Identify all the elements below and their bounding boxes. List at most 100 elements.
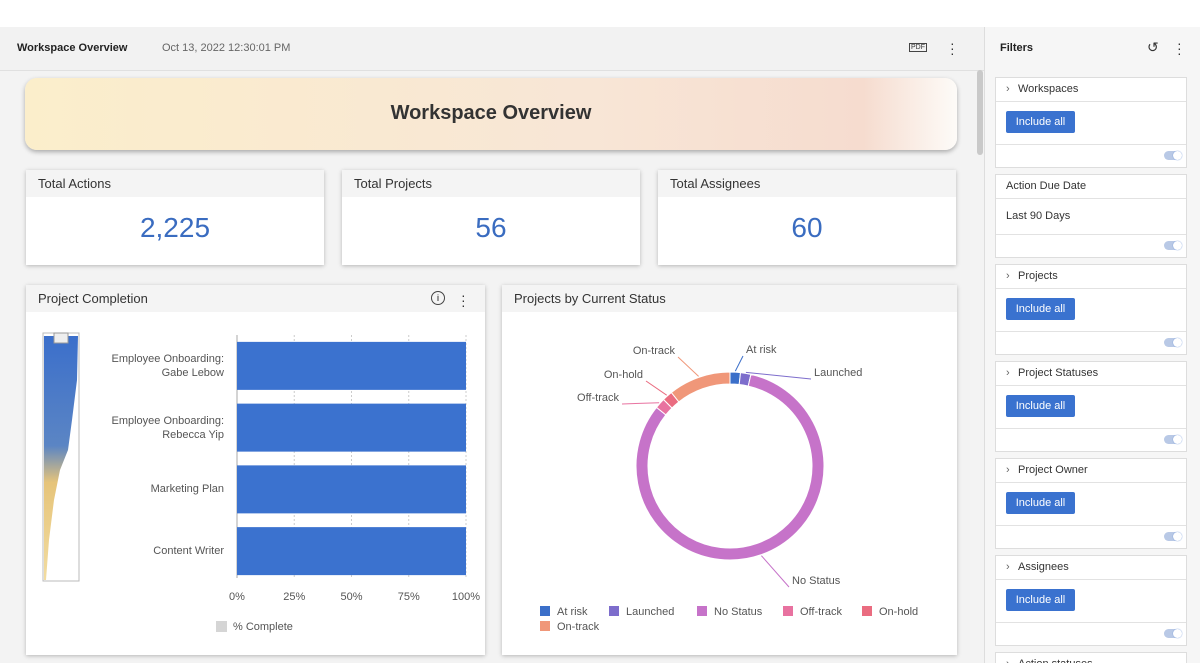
category-label: Employee Onboarding: Rebecca Yip [111, 414, 224, 441]
legend-swatch [216, 621, 227, 632]
card-menu[interactable]: · · · [461, 287, 466, 313]
leader-line [745, 371, 812, 380]
leader-line [677, 356, 699, 377]
filter-header[interactable]: Action Due Date [996, 175, 1186, 199]
toggle[interactable] [1164, 435, 1182, 444]
filter-section: › Projects Include all [995, 264, 1187, 355]
chevron: › [1006, 83, 1010, 95]
chevron: › [1006, 464, 1010, 476]
filter-header[interactable]: ›Action statuses [996, 653, 1186, 663]
legend-swatch [609, 606, 619, 616]
mini-preview [44, 336, 78, 580]
filter-section: ›Action statuses [995, 652, 1187, 663]
legend-swatch [540, 606, 550, 616]
chevron: › [1006, 367, 1010, 379]
filter-label: Projects [1018, 270, 1058, 282]
filter-label: Project Owner [1018, 464, 1088, 476]
filter-header[interactable]: › Assignees [996, 556, 1186, 580]
chevron: › [1006, 270, 1010, 282]
kpi-value: 60 [791, 212, 823, 243]
card-title: Projects by Current Status [502, 285, 957, 312]
slice-label: At risk [746, 344, 777, 356]
chevron: › [1006, 561, 1010, 573]
filter-footer [996, 234, 1186, 257]
slice-label: Off-track [577, 392, 619, 404]
category-label: Employee Onboarding: Gabe Lebow [111, 352, 224, 379]
x-tick-label: 100% [452, 591, 480, 603]
include-all-button[interactable]: Include all [1006, 589, 1075, 611]
leader-line [734, 355, 744, 372]
filter-footer [996, 622, 1186, 645]
filter-footer [996, 331, 1186, 354]
filter-label: Assignees [1018, 561, 1069, 573]
filter-value: Last 90 Days [1006, 210, 1071, 222]
header-menu[interactable]: · · · [950, 35, 955, 61]
x-tick-label: 50% [340, 591, 362, 603]
filter-footer [996, 144, 1186, 167]
x-tick-label: 75% [398, 591, 420, 603]
filter-label: Workspaces [1018, 83, 1079, 95]
filter-header[interactable]: › Project Owner [996, 459, 1186, 483]
slice-label: On-hold [604, 369, 643, 381]
banner: Workspace Overview [25, 78, 957, 150]
slice-label: No Status [792, 575, 841, 587]
filter-section: Action Due Date Last 90 Days [995, 174, 1187, 258]
filter-label: Project Statuses [1018, 367, 1099, 379]
kpi-label: Total Actions [26, 170, 324, 197]
filter-section: › Project Owner Include all [995, 458, 1187, 549]
legend-label: On-track [557, 621, 600, 633]
filter-header[interactable]: › Project Statuses [996, 362, 1186, 386]
kpi-card: Total Assignees 60 [658, 170, 956, 265]
kpi-card: Total Actions 2,225 [26, 170, 324, 265]
kpi-label: Total Assignees [658, 170, 956, 197]
x-tick-label: 0% [229, 591, 245, 603]
timestamp: Oct 13, 2022 12:30:01 PM [162, 42, 291, 54]
legend-swatch [540, 621, 550, 631]
slice-label: Launched [814, 367, 862, 379]
x-tick-label: 25% [283, 591, 305, 603]
filter-header[interactable]: › Workspaces [996, 78, 1186, 102]
banner-title: Workspace Overview [390, 102, 592, 124]
filter-menu[interactable]: · · · [1177, 35, 1182, 61]
toggle[interactable] [1164, 241, 1182, 250]
filter-section: › Project Statuses Include all [995, 361, 1187, 452]
category-label: Content Writer [153, 545, 224, 558]
info-icon[interactable]: i [431, 291, 445, 305]
legend-swatch [697, 606, 707, 616]
donut-slice [670, 371, 731, 403]
bar [237, 403, 466, 452]
filter-section: › Assignees Include all [995, 555, 1187, 646]
legend-swatch [862, 606, 872, 616]
filter-section: › Workspaces Include all [995, 77, 1187, 168]
scroller-handle[interactable] [53, 332, 69, 344]
kpi-value: 2,225 [139, 212, 211, 243]
filter-footer [996, 525, 1186, 548]
filter-header[interactable]: › Projects [996, 265, 1186, 289]
category-label: Marketing Plan [150, 483, 224, 496]
legend-label: % Complete [233, 621, 293, 633]
toggle[interactable] [1164, 338, 1182, 347]
pdf-button[interactable]: PDF [909, 43, 927, 52]
toggle[interactable] [1164, 151, 1182, 160]
legend-label: Off-track [800, 606, 842, 618]
status-card: Projects by Current Status [502, 285, 957, 655]
header-bar: Workspace Overview Oct 13, 2022 12:30:01… [0, 27, 984, 71]
leader-line [645, 380, 667, 396]
filter-label: Action Due Date [1006, 180, 1087, 192]
leader-line [761, 555, 790, 588]
leader-line [621, 402, 660, 405]
include-all-button[interactable]: Include all [1006, 111, 1075, 133]
toggle[interactable] [1164, 532, 1182, 541]
include-all-button[interactable]: Include all [1006, 492, 1075, 514]
toggle[interactable] [1164, 629, 1182, 638]
card-title: Project Completion [26, 285, 485, 312]
legend-label: Launched [626, 606, 674, 618]
include-all-button[interactable]: Include all [1006, 298, 1075, 320]
legend-label: On-hold [879, 606, 918, 618]
reset-icon[interactable]: ↺ [1147, 39, 1159, 55]
kpi-label: Total Projects [342, 170, 640, 197]
include-all-button[interactable]: Include all [1006, 395, 1075, 417]
filter-label: Action statuses [1018, 658, 1093, 663]
